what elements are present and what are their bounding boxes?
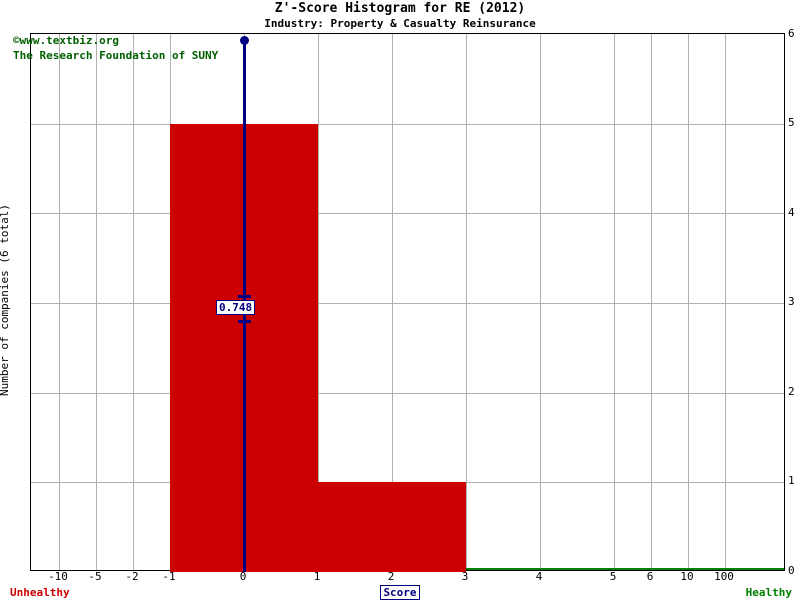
plot-area: 0.748 ©www.textbiz.org The Research Foun…: [13, 33, 785, 572]
x-axis-label-text: Score: [380, 585, 420, 600]
healthy-baseline: [466, 568, 784, 570]
gridline-vertical: [725, 34, 726, 570]
chart-title: Z'-Score Histogram for RE (2012): [274, 1, 526, 16]
histogram-bar: [318, 482, 466, 572]
x-tick-label: 0: [239, 570, 247, 583]
score-marker-dot: [240, 36, 249, 45]
watermark-line-2: The Research Foundation of SUNY: [13, 49, 219, 62]
x-tick-label: 2: [387, 570, 395, 583]
x-tick-label: 6: [646, 570, 654, 583]
x-tick-label: 10: [680, 570, 694, 583]
gridline-vertical: [651, 34, 652, 570]
gridline-horizontal: [31, 392, 784, 394]
y-axis-label: Number of companies (6 total): [0, 203, 11, 397]
unhealthy-label: Unhealthy: [10, 586, 70, 599]
gridline-horizontal: [31, 213, 784, 215]
x-tick-label: 5: [609, 570, 617, 583]
x-tick-label: 3: [461, 570, 469, 583]
gridline-horizontal: [31, 303, 784, 304]
y-tick-label: 3: [788, 295, 795, 308]
gridline-vertical: [466, 34, 467, 570]
watermark: ©www.textbiz.org The Research Foundation…: [13, 33, 218, 63]
x-tick-label: 1: [313, 570, 321, 583]
gridline-horizontal: [31, 123, 784, 125]
gridline-vertical: [59, 34, 60, 570]
score-marker-label: 0.748: [216, 300, 256, 315]
y-tick-label: 4: [788, 206, 795, 219]
x-tick-label: 4: [535, 570, 543, 583]
x-tick-label: 100: [714, 570, 734, 583]
y-tick-label: 0: [788, 564, 795, 577]
gridline-vertical: [614, 34, 615, 570]
x-tick-label: -5: [88, 570, 102, 583]
gridline-vertical: [96, 34, 97, 570]
y-tick-label: 1: [788, 474, 795, 487]
y-tick-label: 6: [788, 27, 795, 40]
gridline-vertical: [318, 34, 319, 570]
x-tick-label: -1: [162, 570, 176, 583]
y-tick-label: 2: [788, 385, 795, 398]
score-marker-cap-upper: [238, 295, 251, 298]
y-tick-label: 5: [788, 116, 795, 129]
x-axis-label: Score: [0, 585, 800, 600]
watermark-line-1: ©www.textbiz.org: [13, 34, 119, 47]
x-tick-label: -2: [125, 570, 139, 583]
chart-subtitle: Industry: Property & Casualty Reinsuranc…: [264, 17, 536, 30]
healthy-label: Healthy: [745, 586, 792, 599]
gridline-vertical: [540, 34, 541, 570]
score-marker-cap-lower: [238, 320, 251, 323]
gridline-vertical: [688, 34, 689, 570]
gridline-vertical: [133, 34, 134, 570]
gridline-vertical: [392, 34, 393, 570]
x-tick-label: -10: [48, 570, 68, 583]
